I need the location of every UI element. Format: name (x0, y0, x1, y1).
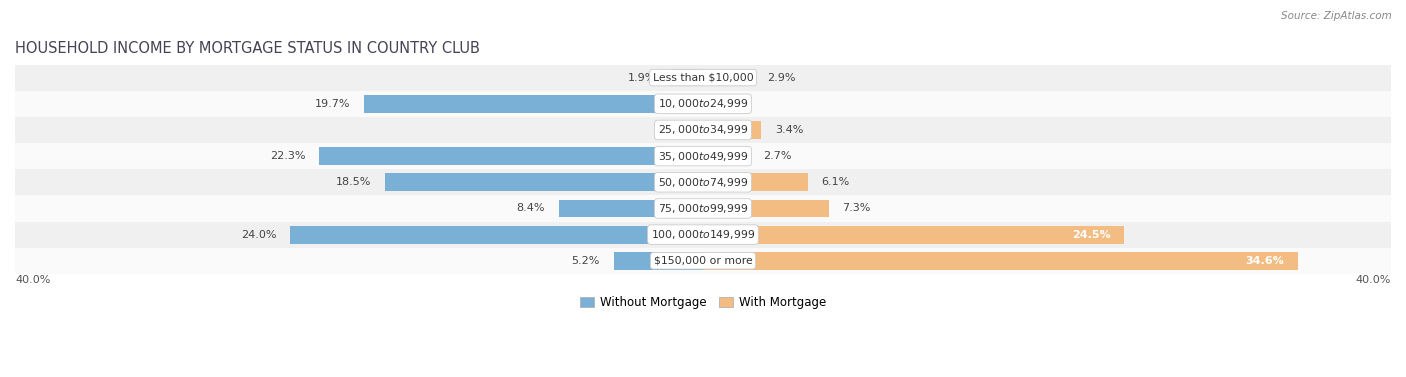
Text: 24.0%: 24.0% (240, 230, 277, 240)
Bar (703, 173, 808, 191)
Text: 7.3%: 7.3% (842, 204, 870, 213)
Legend: Without Mortgage, With Mortgage: Without Mortgage, With Mortgage (575, 291, 831, 314)
Text: 18.5%: 18.5% (336, 177, 371, 187)
Bar (15, 195, 1391, 222)
Bar (15, 222, 1391, 248)
Bar (385, 173, 703, 191)
Text: $25,000 to $34,999: $25,000 to $34,999 (658, 123, 748, 136)
Bar (558, 199, 703, 218)
Text: 1.9%: 1.9% (628, 73, 657, 83)
Text: 2.9%: 2.9% (766, 73, 796, 83)
Bar (364, 95, 703, 113)
Text: 40.0%: 40.0% (15, 275, 51, 285)
Bar (613, 252, 703, 270)
Bar (703, 226, 1125, 244)
Text: 24.5%: 24.5% (1071, 230, 1111, 240)
Text: $75,000 to $99,999: $75,000 to $99,999 (658, 202, 748, 215)
Text: $100,000 to $149,999: $100,000 to $149,999 (651, 228, 755, 241)
Text: 6.1%: 6.1% (821, 177, 851, 187)
Bar (290, 226, 703, 244)
Text: 34.6%: 34.6% (1246, 256, 1284, 266)
Bar (671, 69, 703, 86)
Bar (15, 143, 1391, 169)
Text: $35,000 to $49,999: $35,000 to $49,999 (658, 150, 748, 162)
Bar (15, 248, 1391, 274)
Bar (15, 91, 1391, 117)
Bar (15, 169, 1391, 195)
Text: 8.4%: 8.4% (516, 204, 544, 213)
Bar (15, 117, 1391, 143)
Bar (703, 147, 749, 165)
Text: HOUSEHOLD INCOME BY MORTGAGE STATUS IN COUNTRY CLUB: HOUSEHOLD INCOME BY MORTGAGE STATUS IN C… (15, 41, 479, 57)
Text: Source: ZipAtlas.com: Source: ZipAtlas.com (1281, 11, 1392, 21)
Text: 5.2%: 5.2% (571, 256, 600, 266)
Bar (703, 69, 752, 86)
Text: 0.0%: 0.0% (661, 125, 689, 135)
Bar (703, 199, 828, 218)
Bar (703, 252, 1298, 270)
Bar (703, 121, 762, 139)
Text: 22.3%: 22.3% (270, 151, 305, 161)
Text: Less than $10,000: Less than $10,000 (652, 73, 754, 83)
Text: $10,000 to $24,999: $10,000 to $24,999 (658, 97, 748, 110)
Text: 3.4%: 3.4% (775, 125, 804, 135)
Bar (15, 64, 1391, 91)
Text: 40.0%: 40.0% (1355, 275, 1391, 285)
Text: 19.7%: 19.7% (315, 99, 350, 109)
Text: 2.7%: 2.7% (763, 151, 792, 161)
Text: $50,000 to $74,999: $50,000 to $74,999 (658, 176, 748, 189)
Text: $150,000 or more: $150,000 or more (654, 256, 752, 266)
Bar (319, 147, 703, 165)
Text: 0.0%: 0.0% (717, 99, 745, 109)
